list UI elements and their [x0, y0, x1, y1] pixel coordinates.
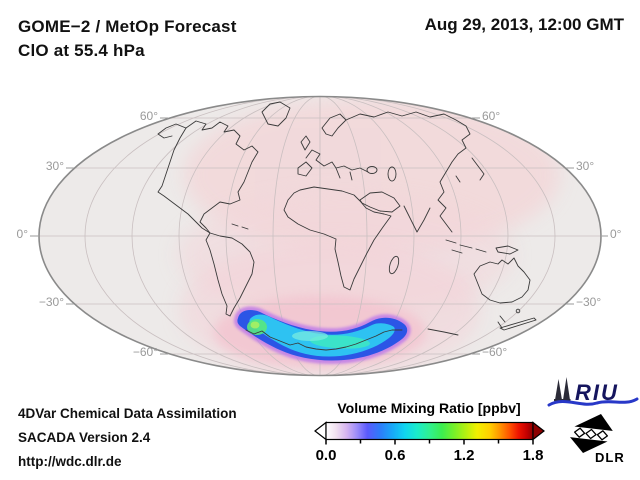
colorbar: Volume Mixing Ratio [ppbv] 0.0 0.6 1.2 1… [314, 400, 545, 464]
coastlines [157, 101, 537, 351]
lat-label-right-30: 30° [576, 159, 594, 173]
dlr-logo: DLR [564, 414, 624, 465]
footer-line2: SACADA Version 2.4 [18, 430, 151, 445]
header-title-line1: GOME−2 / MetOp Forecast [18, 17, 237, 36]
dlr-logo-icon [564, 414, 618, 453]
clo-plume [233, 306, 411, 364]
lat-label-right-m60: −60° [482, 345, 507, 359]
footer-credits: 4DVar Chemical Data Assimilation SACADA … [18, 402, 237, 474]
map-outline [38, 95, 602, 377]
riu-wave-icon [547, 397, 639, 407]
footer-line3: http://wdc.dlr.de [18, 454, 122, 469]
colorbar-title: Volume Mixing Ratio [ppbv] [337, 400, 520, 416]
lat-label-right-m30: −30° [576, 295, 601, 309]
graticule [39, 96, 601, 376]
riu-logo: RIU [547, 377, 639, 407]
colorbar-tick-label-0: 0.0 [316, 447, 337, 464]
colorbar-extend-left-arrow-icon [314, 421, 327, 441]
lat-label-left-m30: −30° [39, 295, 64, 309]
colorbar-tick-label-2: 1.2 [454, 447, 475, 464]
colorbar-tick-label-3: 1.8 [523, 447, 544, 464]
header-title-line2: ClO at 55.4 hPa [18, 41, 145, 60]
plume-light-streak [292, 331, 328, 341]
dlr-logo-text: DLR [595, 450, 625, 465]
lat-label-right-0: 0° [610, 227, 622, 241]
lat-label-right-60: 60° [482, 109, 500, 123]
lat-label-left-m60: −60° [133, 345, 158, 359]
colorbar-gradient-bar [325, 421, 534, 441]
colorbar-tick-marks [325, 440, 534, 445]
latitude-ticks [30, 117, 608, 355]
lat-label-left-30: 30° [46, 159, 64, 173]
lat-label-left-60: 60° [140, 109, 158, 123]
colorbar-tick-label-1: 0.6 [385, 447, 406, 464]
latitude-labels: 60° 30° 0° −30° −60° 60° 30° 0° −30° −60… [17, 109, 622, 359]
footer-line1: 4DVar Chemical Data Assimilation [18, 406, 237, 421]
plume-max-bright [250, 321, 260, 329]
cathedral-icon [554, 377, 571, 402]
header-datetime: Aug 29, 2013, 12:00 GMT [424, 15, 624, 34]
colorbar-extend-right-arrow-icon [532, 421, 545, 441]
logos: RIU DLR [547, 377, 639, 465]
lat-label-left-0: 0° [17, 227, 29, 241]
header-title: GOME−2 / MetOp Forecast ClO at 55.4 hPa [18, 15, 237, 63]
